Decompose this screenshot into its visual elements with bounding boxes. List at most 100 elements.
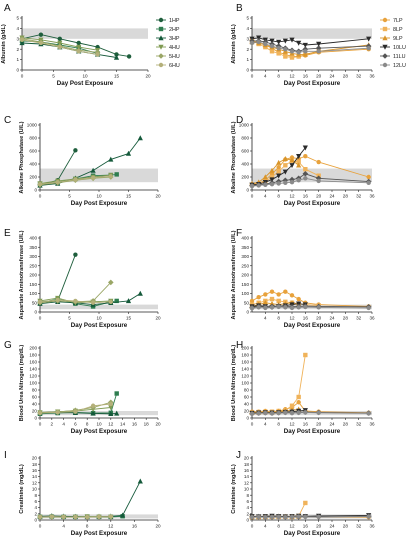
y-tick-label: 6 xyxy=(34,499,37,504)
data-point xyxy=(125,298,132,304)
data-point xyxy=(289,180,295,185)
reference-band xyxy=(252,28,372,39)
x-axis-label: Day Post Exposure xyxy=(71,200,128,207)
y-tick-label: 400 xyxy=(29,162,37,167)
x-tick-label: 0 xyxy=(39,524,42,529)
data-point xyxy=(316,49,321,54)
data-point xyxy=(296,410,301,415)
panel-letter: B xyxy=(236,3,243,14)
data-point xyxy=(249,515,255,520)
series-line xyxy=(39,254,76,303)
data-point xyxy=(269,43,275,49)
data-point xyxy=(289,55,295,60)
y-tick-label: 250 xyxy=(29,263,37,268)
data-point xyxy=(289,37,295,43)
x-tick-label: 20 xyxy=(316,524,322,529)
legend-marker xyxy=(158,44,164,50)
x-tick-label: 15 xyxy=(126,316,132,321)
y-tick-label: 2 xyxy=(246,511,249,516)
x-tick-label: 32 xyxy=(356,316,362,321)
data-point xyxy=(76,44,82,50)
x-tick-label: 10 xyxy=(82,74,88,79)
data-point xyxy=(269,181,275,187)
panel-letter: D xyxy=(236,115,243,126)
data-point xyxy=(282,38,288,44)
data-point xyxy=(302,51,308,57)
y-tick-label: 14 xyxy=(32,474,38,479)
legend-marker xyxy=(382,17,388,23)
data-point xyxy=(303,176,308,181)
legend-marker xyxy=(158,26,164,32)
x-tick-label: 0 xyxy=(21,74,24,79)
data-point xyxy=(315,175,322,182)
y-tick-label: 40 xyxy=(32,402,38,407)
data-point xyxy=(366,305,371,311)
data-point xyxy=(19,40,25,46)
data-point xyxy=(256,514,261,520)
data-point xyxy=(256,305,261,310)
x-tick-label: 8 xyxy=(86,524,89,529)
panel-h: H 0 20 40 60 80 100 120 140 160 180 200 0 4 8 12 16 20 24 2… xyxy=(231,340,375,435)
x-tick-label: 16 xyxy=(303,524,309,529)
series-12lu xyxy=(249,514,371,520)
data-point xyxy=(276,304,281,310)
y-tick-label: 4 xyxy=(34,505,37,510)
y-tick-label: 1 xyxy=(16,57,19,62)
data-point xyxy=(90,167,96,173)
x-tick-label: 10 xyxy=(96,316,102,321)
data-point xyxy=(366,180,371,186)
data-point xyxy=(57,40,63,46)
data-point xyxy=(366,45,371,51)
data-point xyxy=(262,174,268,180)
y-tick-label: 200 xyxy=(241,175,249,180)
y-tick-label: 180 xyxy=(29,353,37,358)
data-point xyxy=(296,296,301,302)
data-point xyxy=(283,180,288,186)
data-point xyxy=(269,289,275,294)
y-tick-label: 3 xyxy=(246,36,249,41)
data-point xyxy=(137,290,143,296)
x-tick-label: 18 xyxy=(144,422,150,427)
x-tick-label: 16 xyxy=(132,422,138,427)
data-point xyxy=(283,305,288,310)
y-tick-label: 350 xyxy=(29,245,37,250)
data-point xyxy=(256,39,261,45)
data-point xyxy=(269,305,275,310)
x-tick-label: 5 xyxy=(68,194,71,199)
data-point xyxy=(283,163,288,168)
y-tick-label: 50 xyxy=(244,300,250,305)
data-point xyxy=(37,299,43,305)
y-tick-label: 16 xyxy=(32,468,38,473)
data-point xyxy=(263,305,268,311)
panel-a: A 0 1 2 3 4 5 0 5 10 15 20 Day Post Exposure Albumin … xyxy=(1,3,180,87)
data-point xyxy=(316,410,321,415)
x-tick-label: 28 xyxy=(343,422,349,427)
data-point xyxy=(303,49,308,54)
data-point xyxy=(269,411,275,416)
legend: 1HP 2HP 3HP 4HU 5HU 6HU xyxy=(156,17,180,69)
data-point xyxy=(276,298,281,304)
data-point xyxy=(296,394,301,400)
y-tick-label: 60 xyxy=(32,395,38,400)
data-point xyxy=(120,512,126,518)
x-tick-label: 8 xyxy=(277,316,280,321)
data-point xyxy=(55,180,60,185)
x-tick-label: 28 xyxy=(343,524,349,529)
y-tick-label: 400 xyxy=(241,162,249,167)
x-tick-label: 10 xyxy=(96,194,102,199)
panel-letter: I xyxy=(4,450,7,461)
x-tick-label: 20 xyxy=(155,524,161,529)
x-tick-label: 24 xyxy=(329,194,335,199)
y-tick-label: 5 xyxy=(16,16,19,21)
data-point xyxy=(276,159,282,165)
data-point xyxy=(296,154,302,159)
x-tick-label: 12 xyxy=(289,422,295,427)
y-tick-label: 0 xyxy=(246,310,249,315)
data-point xyxy=(85,515,90,520)
series-line xyxy=(251,516,369,518)
y-tick-label: 20 xyxy=(244,409,250,414)
x-axis-label: Day Post Exposure xyxy=(284,200,341,207)
series-line xyxy=(251,39,369,57)
panel-f: F 0 50 100 150 200 250 300 350 400 4 8 12 16 20 24 28 32 3… xyxy=(231,228,375,329)
x-tick-label: 28 xyxy=(343,194,349,199)
